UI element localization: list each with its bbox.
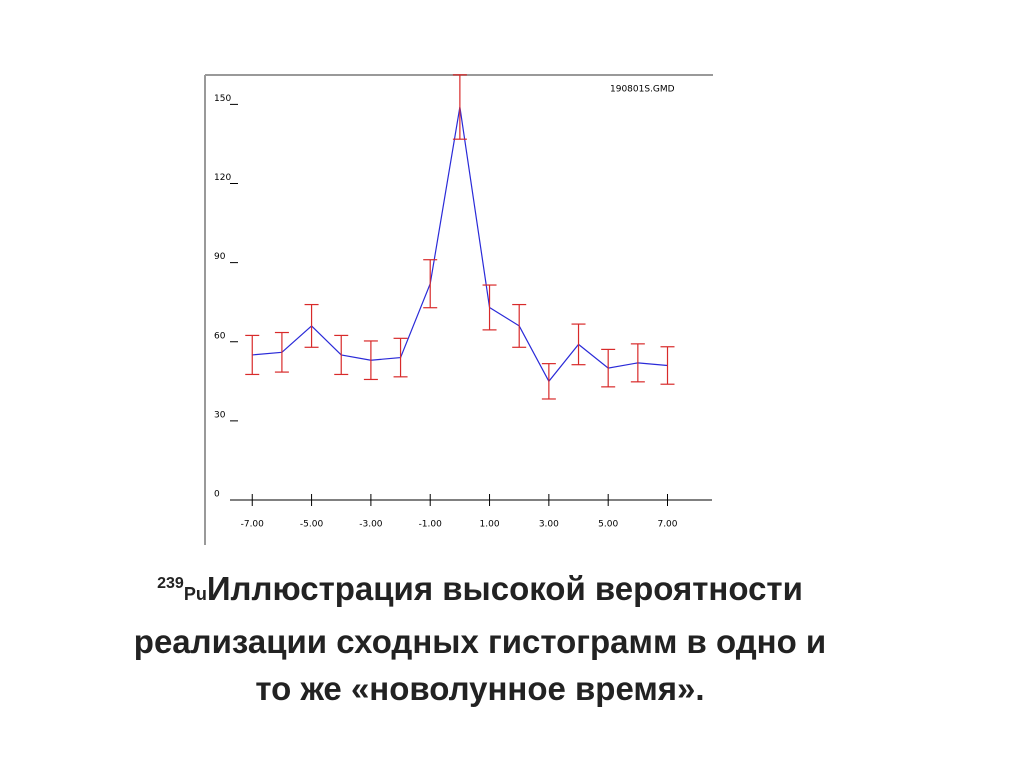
caption: 239PuИллюстрация высокой вероятности реа… xyxy=(0,560,960,712)
y-tick-label: 0 xyxy=(214,490,220,500)
error-bar xyxy=(630,343,645,383)
caption-line: то же «новолунное время». xyxy=(255,670,705,707)
error-bar xyxy=(601,348,616,388)
error-bar xyxy=(571,323,586,366)
caption-line: реализации сходных гистограмм в одно и xyxy=(133,623,827,660)
x-tick-label: 3.00 xyxy=(539,520,559,530)
error-bar xyxy=(452,74,467,140)
chart: 190801S.GMD 0 30 60 90 120 150 -7.00 -5.00 -3.00… xyxy=(204,74,713,545)
error-bar xyxy=(541,363,556,400)
x-tick-label: 7.00 xyxy=(657,520,677,530)
error-bar xyxy=(482,284,497,331)
error-bar xyxy=(245,334,260,376)
error-bar xyxy=(423,259,438,309)
annotation: 190801S.GMD xyxy=(610,85,675,95)
error-bar xyxy=(660,346,675,385)
caption-line: 239PuИллюстрация высокой вероятности xyxy=(0,560,960,618)
error-bar xyxy=(274,331,289,373)
x-tick-label: -3.00 xyxy=(359,520,383,530)
error-bar xyxy=(304,303,319,348)
y-tick-label: 90 xyxy=(214,252,226,262)
y-tick-label: 30 xyxy=(214,410,226,420)
isotope: Pu xyxy=(183,584,207,604)
data-line xyxy=(252,106,668,383)
x-tick-label: -1.00 xyxy=(419,520,443,530)
y-tick-label: 60 xyxy=(214,331,226,341)
error-bar xyxy=(512,303,527,348)
error-bar xyxy=(363,340,378,381)
error-bar xyxy=(393,337,408,378)
caption-text: Иллюстрация высокой вероятности xyxy=(206,570,803,607)
error-bar xyxy=(334,334,349,376)
superscript: 239 xyxy=(157,575,184,592)
x-tick-label: 1.00 xyxy=(480,520,500,530)
x-tick-label: -7.00 xyxy=(241,520,265,530)
x-tick-label: -5.00 xyxy=(300,520,324,530)
y-tick-label: 120 xyxy=(214,173,231,183)
y-tick-label: 150 xyxy=(214,94,231,104)
x-tick-label: 5.00 xyxy=(598,520,618,530)
